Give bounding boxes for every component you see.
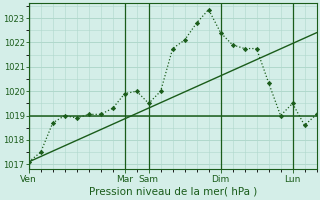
X-axis label: Pression niveau de la mer( hPa ): Pression niveau de la mer( hPa ) [89,187,257,197]
